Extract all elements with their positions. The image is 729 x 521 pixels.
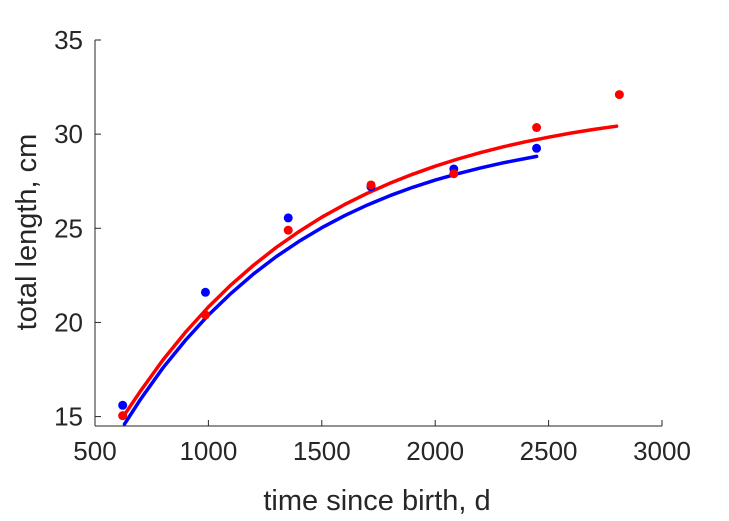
y-tick-label: 30 — [54, 119, 83, 149]
fit-curves — [122, 124, 619, 426]
series-1-point — [118, 411, 128, 421]
series-1-point — [366, 180, 376, 190]
series-0-point — [200, 287, 210, 297]
x-tick-label: 2500 — [520, 436, 578, 466]
x-tick-label: 1000 — [179, 436, 237, 466]
series-1-point — [283, 225, 293, 235]
x-axis-label: time since birth, d — [263, 485, 490, 517]
y-tick-label: 20 — [54, 307, 83, 337]
y-tick-label: 15 — [54, 402, 83, 432]
series-0-point — [283, 213, 293, 223]
x-tick-label: 3000 — [633, 436, 691, 466]
series-1-point — [614, 90, 624, 100]
y-tick-label: 25 — [54, 213, 83, 243]
x-tick-label: 1500 — [293, 436, 351, 466]
series-1-point — [532, 123, 542, 133]
series-1-point — [200, 310, 210, 320]
x-tick-label: 2000 — [406, 436, 464, 466]
plot-area: 500 1000 1500 2000 2500 3000 15 20 25 30 35 — [54, 25, 691, 466]
x-ticks: 500 1000 1500 2000 2500 3000 — [73, 420, 691, 466]
y-ticks: 15 20 25 30 35 — [54, 25, 101, 432]
series-0-point — [118, 400, 128, 410]
series-0-fit-line — [122, 154, 539, 426]
series-1-fit-line — [122, 124, 619, 417]
x-tick-label: 500 — [73, 436, 116, 466]
y-axis-label: total length, cm — [11, 134, 43, 331]
series-1-point — [449, 169, 459, 179]
series-0-point — [532, 143, 542, 153]
data-points — [118, 90, 624, 421]
y-tick-label: 35 — [54, 25, 83, 55]
